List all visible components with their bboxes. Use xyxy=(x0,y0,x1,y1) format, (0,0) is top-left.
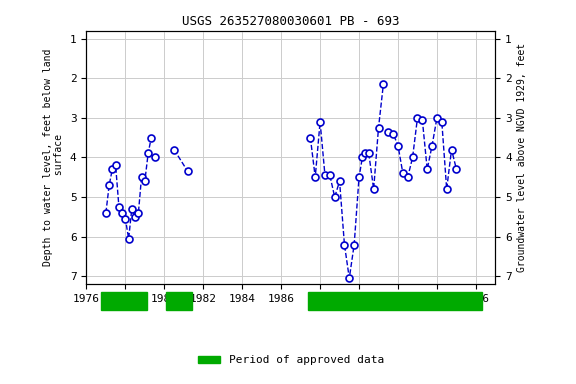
Legend: Period of approved data: Period of approved data xyxy=(194,351,388,370)
Y-axis label: Depth to water level, feet below land
 surface: Depth to water level, feet below land su… xyxy=(43,49,65,266)
Bar xyxy=(308,292,482,310)
Title: USGS 263527080030601 PB - 693: USGS 263527080030601 PB - 693 xyxy=(182,15,400,28)
Y-axis label: Groundwater level above NGVD 1929, feet: Groundwater level above NGVD 1929, feet xyxy=(517,43,528,272)
Bar xyxy=(101,292,147,310)
Bar xyxy=(166,292,192,310)
